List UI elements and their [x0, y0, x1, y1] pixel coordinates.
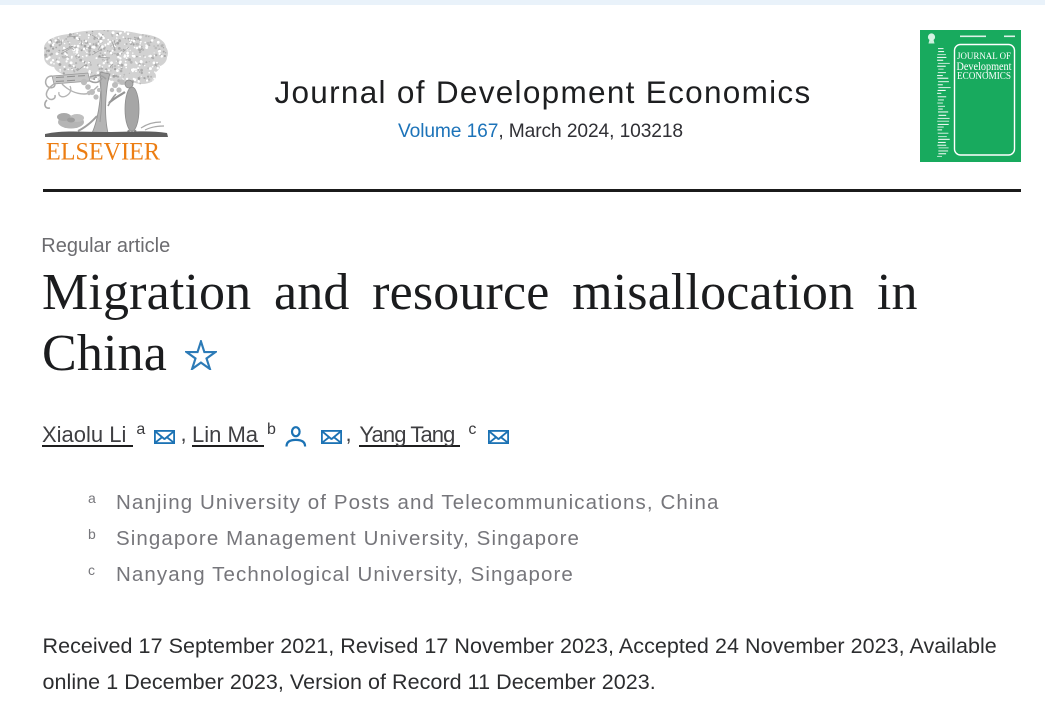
svg-text:ECONOMICS: ECONOMICS	[957, 71, 1011, 82]
svg-text:ELSEVIER: ELSEVIER	[46, 137, 160, 164]
svg-text:Development: Development	[957, 59, 1013, 73]
svg-text:JOURNAL OF: JOURNAL OF	[957, 52, 1011, 62]
